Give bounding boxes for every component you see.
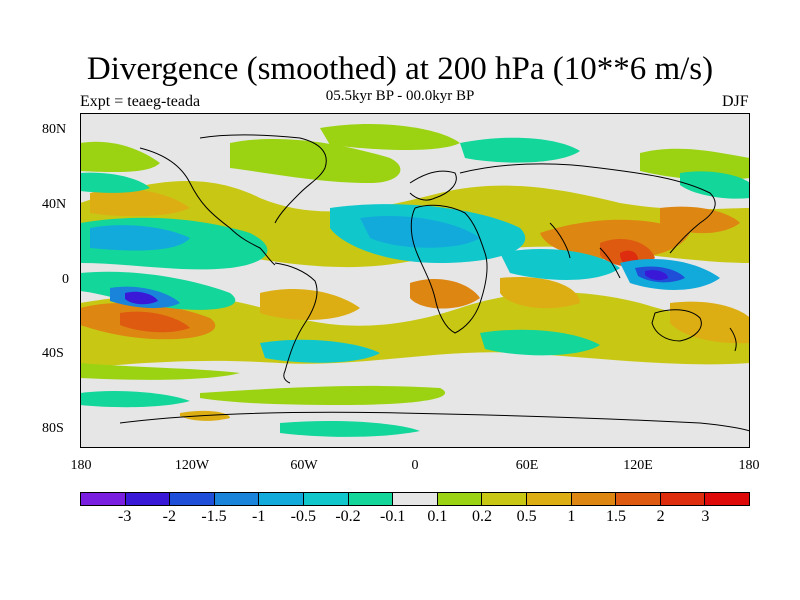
colorbar-label: -3: [117, 508, 132, 525]
lon-label-180e: 180: [738, 458, 760, 473]
period-label: 05.5kyr BP - 00.0kyr BP: [325, 88, 475, 104]
colorbar-label: -0.2: [335, 508, 361, 525]
colorbar-label: 1.5: [606, 508, 626, 525]
colorbar-swatch: [348, 493, 394, 505]
colorbar-label: -1: [251, 508, 266, 525]
divergence-map: [80, 113, 750, 448]
colorbar-swatch: [259, 493, 304, 505]
colorbar-swatch: [303, 493, 349, 505]
lat-label-40s: 40S: [42, 346, 64, 361]
colorbar-label: -1.5: [201, 508, 227, 525]
colorbar-label: 0.2: [472, 508, 492, 525]
colorbar-label: -2: [162, 508, 176, 525]
lat-label-equator: 0: [62, 272, 69, 287]
colorbar-label: 3: [701, 508, 710, 525]
colorbar-swatch: [214, 493, 260, 505]
season-label: DJF: [722, 93, 749, 110]
experiment-label: Expt = teaeg-teada: [80, 93, 201, 110]
colorbar-swatch: [705, 493, 749, 505]
colorbar-swatch: [571, 493, 617, 505]
map-title: Divergence (smoothed) at 200 hPa (10**6 …: [86, 51, 714, 87]
strong-positive-regions: [80, 188, 750, 421]
colorbar-swatch: [437, 493, 483, 505]
lat-label-80s: 80S: [42, 421, 64, 436]
divergence-field: [80, 123, 750, 437]
lat-label-40n: 40N: [42, 197, 67, 212]
colorbar-swatch: [482, 493, 527, 505]
lon-label-180w: 180: [70, 458, 92, 473]
lon-label-120w: 120W: [174, 458, 210, 473]
lon-label-60e: 60E: [515, 458, 539, 473]
colorbar-label: -0.5: [290, 508, 316, 525]
lon-label-120e: 120E: [623, 458, 653, 473]
colorbar-label: 2: [656, 508, 665, 525]
colorbar-label: 1: [567, 508, 576, 525]
colorbar-swatch: [81, 493, 126, 505]
colorbar-swatch: [170, 493, 215, 505]
coastlines: [119, 134, 750, 432]
lon-label-0: 0: [411, 458, 419, 473]
colorbar-swatch: [526, 493, 572, 505]
colorbar-swatch: [616, 493, 661, 505]
lat-label-80n: 80N: [42, 122, 67, 137]
colorbar-swatch: [125, 493, 171, 505]
colorbar-swatch: [660, 493, 706, 505]
colorbar: [80, 492, 750, 506]
convergence-regions: [80, 137, 750, 437]
colorbar-label: -0.1: [379, 508, 406, 525]
colorbar-swatch: [393, 493, 438, 505]
colorbar-label: 0.5: [516, 508, 537, 525]
colorbar-label: 0.1: [427, 508, 448, 525]
lon-label-60w: 60W: [290, 458, 318, 473]
